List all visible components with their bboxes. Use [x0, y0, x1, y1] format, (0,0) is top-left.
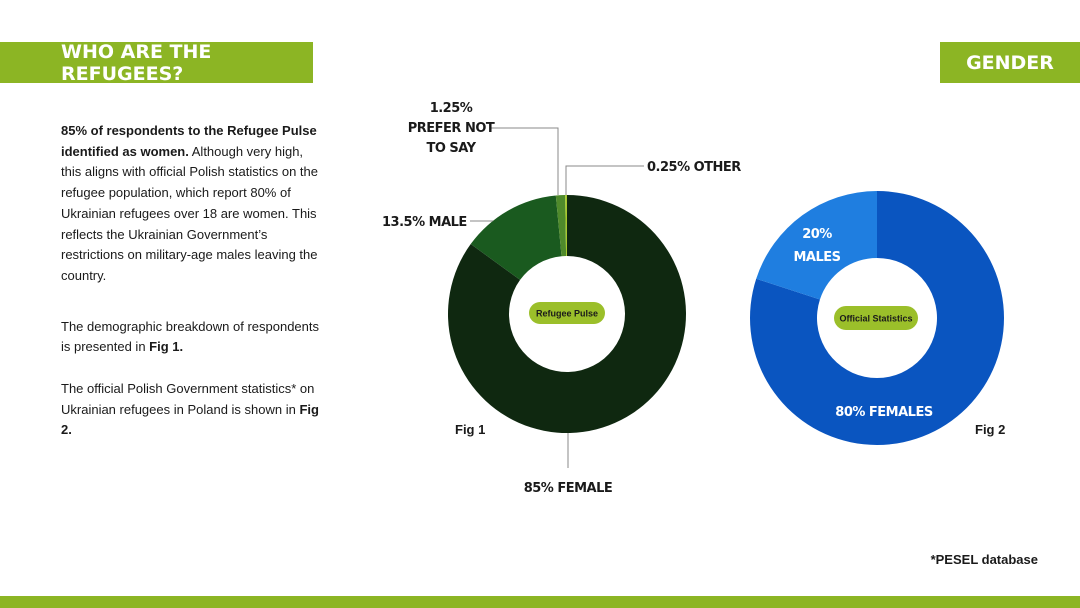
paragraph-summary: 85% of respondents to the Refugee Pulse … [61, 121, 323, 287]
leader-other [565, 165, 644, 195]
fig2-center-label: Official Statistics [839, 314, 912, 324]
fig1-center-pill: Refugee Pulse [529, 302, 605, 324]
slice-label-other: 0.25% OTHER [647, 160, 741, 175]
fig1-center-label: Refugee Pulse [536, 309, 598, 319]
slice-label-male: 13.5% MALE [382, 215, 467, 230]
fig2-ref-text: The official Polish Government statistic… [61, 381, 315, 417]
summary-rest: Although very high, this aligns with off… [61, 143, 318, 283]
fig1-ref-text: The demographic breakdown of respondents… [61, 318, 319, 355]
fig2-label: Fig 2 [975, 422, 1006, 437]
fig1-ref-bold: Fig 1. [149, 339, 184, 355]
slice-label-female: 85% FEMALE [524, 481, 613, 496]
topic-title: GENDER [966, 51, 1054, 74]
section-title: WHO ARE THE REFUGEES? [61, 40, 212, 85]
fig1-slice-male [470, 195, 562, 280]
description-text: 85% of respondents to the Refugee Pulse … [61, 121, 323, 441]
fig2-ref-bold: Fig 2. [61, 401, 319, 438]
fig1-slice-prefer-not-to-say [555, 195, 567, 257]
fig1-slice-other [565, 195, 567, 257]
fig2-slice-females [750, 191, 1005, 445]
fig2-donut [750, 191, 1005, 445]
topic-banner: GENDER [940, 42, 1080, 83]
fig2-center-pill: Official Statistics [834, 306, 918, 330]
fig1-donut [448, 195, 687, 433]
section-title-banner: WHO ARE THE REFUGEES? [0, 40, 313, 85]
bottom-bar [0, 596, 1080, 608]
fig2-slice-males [756, 191, 877, 300]
slice-label-prefer-not-l1: 1.25% [430, 101, 473, 116]
fig1-leaders [470, 127, 644, 468]
leader-prefer-not [490, 127, 559, 195]
summary-highlight: 85% of respondents to the Refugee Pulse … [61, 123, 317, 159]
fig1-slice-female [448, 195, 687, 433]
paragraph-fig2-ref: The official Polish Government statistic… [61, 379, 323, 441]
slice-label-prefer-not-l2: PREFER NOT [408, 121, 495, 136]
paragraph-fig1-ref: The demographic breakdown of respondents… [61, 317, 323, 358]
fig1-label: Fig 1 [455, 422, 486, 437]
slice-label-prefer-not-l3: TO SAY [426, 141, 476, 156]
slice-label-females: 80% FEMALES [835, 405, 933, 420]
footnote: *PESEL database [930, 552, 1038, 567]
slice-label-males-l2: MALES [793, 250, 840, 265]
slice-label-males-l1: 20% [802, 227, 832, 242]
